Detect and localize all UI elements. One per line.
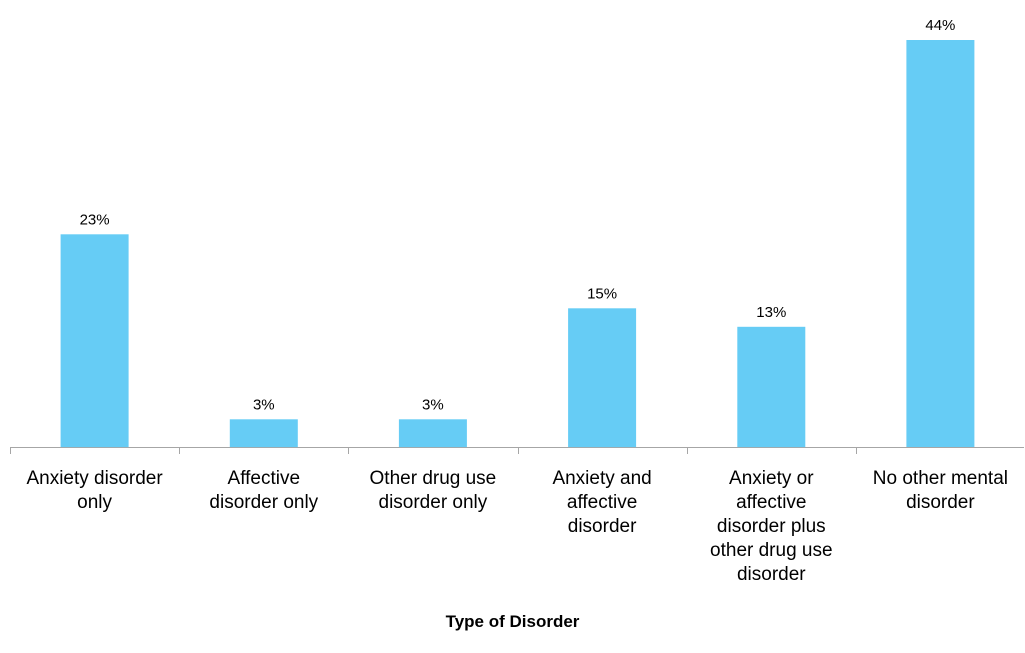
category-label-line: only — [77, 492, 113, 513]
category-label-line: other drug use — [710, 540, 833, 561]
category-label-line: Anxiety disorder — [26, 468, 163, 489]
bar — [906, 40, 975, 447]
category-label: Anxiety or affective disorder plus other dr… — [687, 467, 855, 587]
category-label-line: disorder — [906, 492, 975, 513]
category-label-line: Affective — [227, 468, 301, 489]
category-label: Other drug use disorder only — [349, 467, 517, 515]
category-label: Anxiety disorder only — [11, 467, 179, 515]
category-label: Anxiety and affective disorder — [518, 467, 686, 539]
category-label-line: disorder only — [209, 492, 319, 513]
category-label-line: disorder — [736, 564, 806, 585]
data-label: 15% — [587, 285, 617, 302]
category-label-line: Anxiety and — [552, 468, 652, 489]
category-label-line: disorder only — [378, 492, 488, 513]
bar — [398, 419, 467, 448]
bar — [568, 308, 637, 448]
category-label-line: affective — [736, 492, 807, 513]
category-label-line: No other mental — [872, 468, 1008, 489]
bar — [60, 234, 129, 448]
category-label: No other mental disorder — [856, 467, 1024, 515]
data-label: 23% — [80, 211, 110, 228]
bar — [229, 419, 298, 448]
bar — [737, 326, 806, 448]
category-label-line: disorder plus — [716, 516, 826, 537]
category-label-line: affective — [566, 492, 638, 513]
category-label-line: Anxiety or — [729, 468, 814, 489]
category-label: Affective disorder only — [180, 467, 348, 515]
data-label: 3% — [253, 396, 275, 413]
data-label: 44% — [925, 17, 955, 34]
category-label-line: Other drug use — [369, 468, 497, 489]
data-label: 3% — [422, 396, 444, 413]
data-label: 13% — [756, 304, 786, 321]
category-label-line: disorder — [567, 516, 637, 537]
x-axis-title: Type of Disorder — [445, 612, 580, 631]
